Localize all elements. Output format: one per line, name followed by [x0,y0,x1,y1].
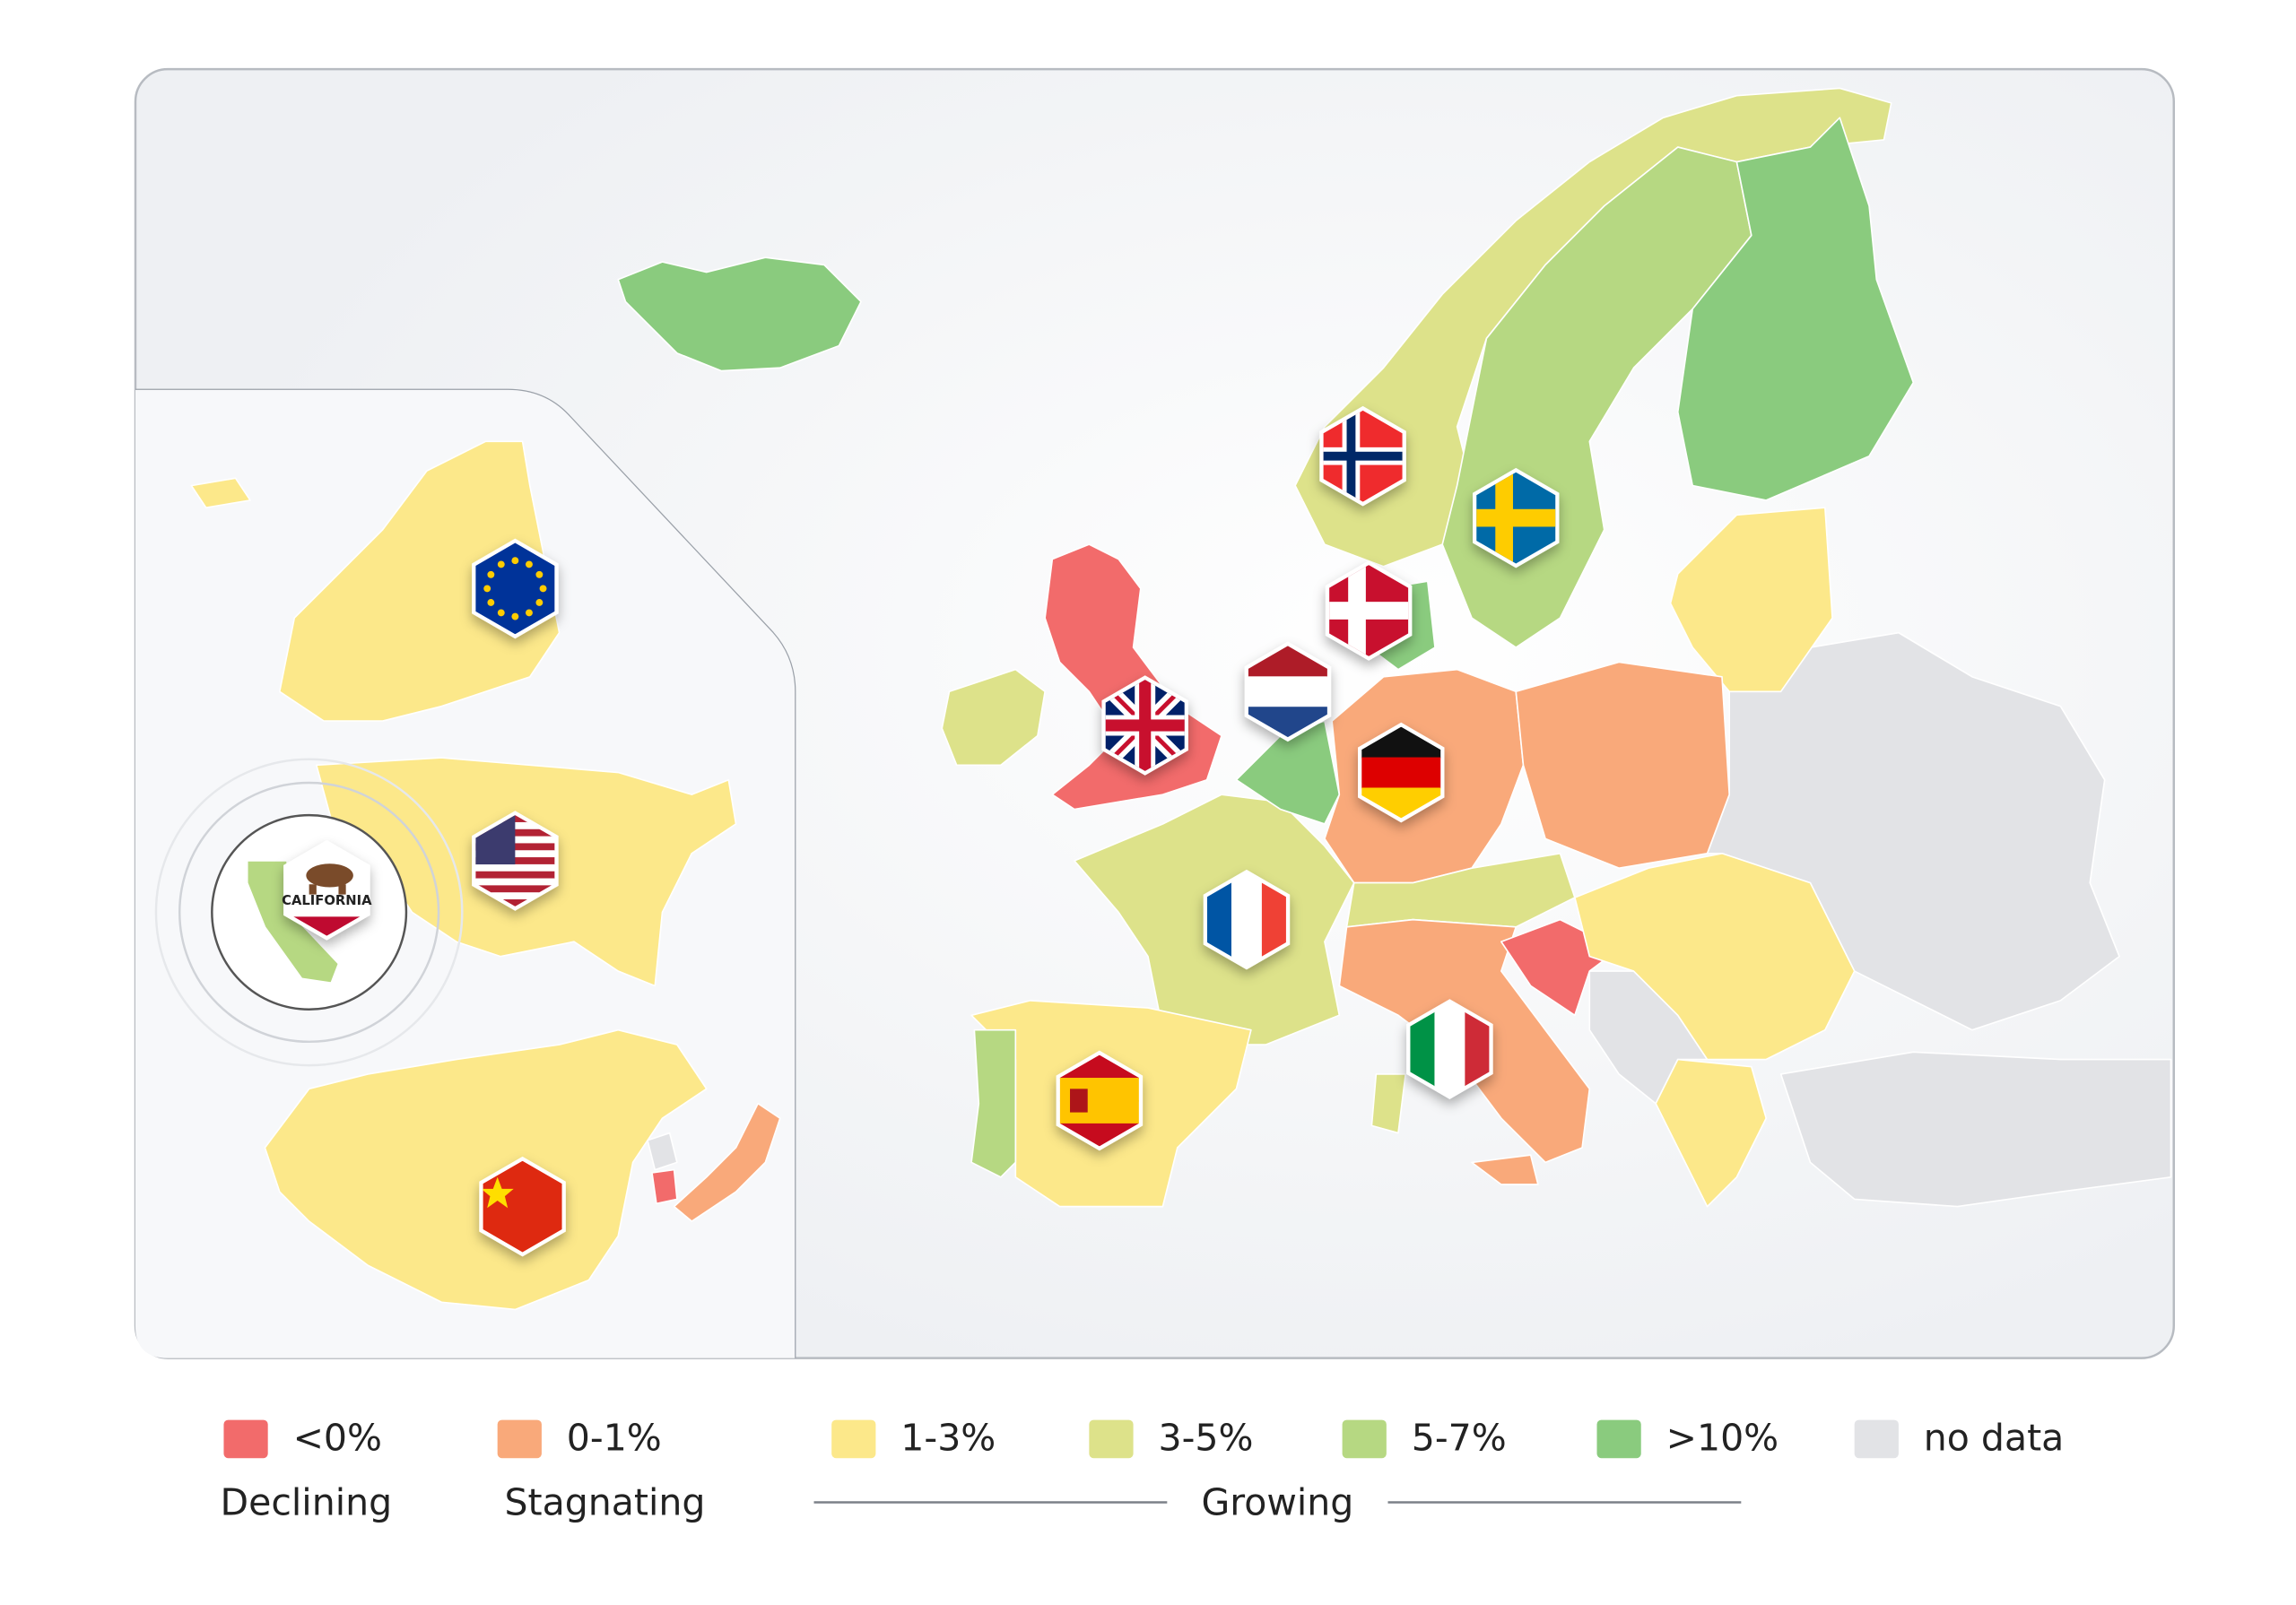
flag-part [1434,1003,1466,1095]
flag-part [291,894,362,913]
flag-part [1105,719,1185,732]
legend-label: 5-7% [1412,1417,1507,1460]
flag-part [1323,451,1403,461]
flag-part [475,892,555,900]
flag-part [483,585,491,593]
flag-part [497,560,505,568]
region [1370,1073,1406,1134]
region [190,477,251,508]
flag-part [1059,1100,1139,1124]
flag-part [306,863,353,888]
region [1515,661,1731,870]
legend-label: 0-1% [567,1417,662,1460]
flag-part [1231,873,1263,966]
badge-label: CALIFORNIA [282,893,372,908]
legend-swatch [1854,1419,1899,1459]
flag-part [511,557,519,565]
flag-part [1476,508,1556,527]
flag-part [1248,676,1327,708]
region [617,256,862,372]
flag-part [1329,602,1409,620]
region [1676,117,1915,501]
region [673,1102,781,1222]
flag-part [511,612,519,620]
group-label: Growing [1202,1481,1354,1524]
legend-swatch [1089,1419,1134,1459]
legend: Declining Stagnating Growing <0% 0-1% 1-3%… [221,1417,2065,1524]
region [941,668,1046,767]
group-label: Stagnating [505,1481,706,1524]
flag-part [497,609,505,617]
flag-part [483,1176,514,1209]
flag-part [1059,1078,1139,1102]
region [1779,1051,2172,1208]
flag-part [526,560,533,568]
flag-part [487,570,495,578]
legend-swatch [1342,1419,1387,1459]
legend-label: <0% [293,1417,382,1460]
group-label: Declining [221,1481,393,1524]
region [647,1132,678,1171]
region [1471,1154,1539,1185]
region [970,1028,1017,1178]
legend-label: 3-5% [1158,1417,1253,1460]
region [1574,852,1856,1061]
flag-part [475,863,555,872]
legend-label: >10% [1666,1417,1779,1460]
flag-part [475,899,555,907]
legend-swatch [497,1419,542,1459]
region [278,440,561,722]
flag-part [535,599,544,606]
region [1706,631,2120,1031]
legend-label: 1-3% [900,1417,996,1460]
flag-part [535,570,544,578]
region [651,1168,678,1205]
flag-part [1361,757,1441,789]
region [1655,1058,1768,1208]
legend-swatch [831,1419,876,1459]
flag-part [475,871,555,880]
flag-part [526,609,533,617]
flag-part [475,878,555,886]
region [1669,507,1833,693]
legend-label: no data [1924,1417,2065,1460]
flag-part [1070,1089,1088,1113]
flag-part [475,885,555,893]
legend-swatch [1596,1419,1641,1459]
flag-part [487,599,495,606]
flags: CALIFORNIA [282,405,1560,1257]
flag-part [539,585,547,593]
legend-swatch [223,1419,268,1459]
flag-part [309,884,317,895]
flag-part [338,884,346,895]
